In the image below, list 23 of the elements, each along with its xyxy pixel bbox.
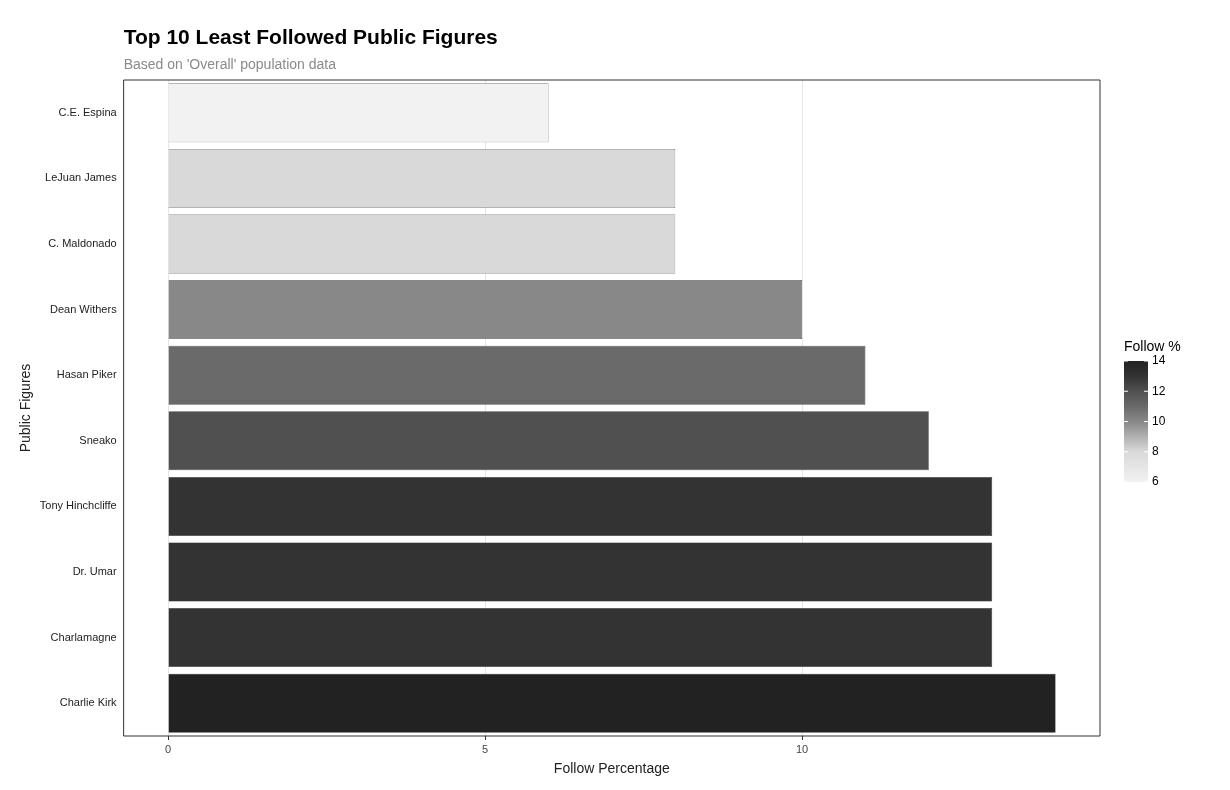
x-tick-label: 10 [795,742,809,755]
color-bar-label: 14 [1152,353,1166,368]
y-tick-label: Dean Withers [49,302,118,315]
y-tick-label: Sneako [79,433,117,446]
y-tick-label: Charlie Kirk [59,696,118,709]
y-tick-label: Hasan Piker [56,368,117,381]
y-tick-label: C.E. Espina [58,105,118,118]
color-bar-label: 6 [1152,474,1159,489]
x-tick-label: 5 [481,742,489,755]
color-bar-label: 12 [1152,383,1166,398]
color-bar-label: 8 [1152,444,1159,459]
y-tick-label: Dr. Umar [72,565,117,578]
x-axis-title: Follow Percentage [553,760,671,777]
y-tick-label: LeJuan James [45,171,118,184]
y-tick-label: Tony Hinchcliffe [39,499,117,512]
color-bar-title: Follow % [1124,338,1181,354]
y-tick-label: C. Maldonado [48,237,117,250]
x-tick-label: 0 [164,742,172,755]
chart-subtitle: Based on 'Overall' population data [123,56,337,72]
chart-title: Top 10 Least Followed Public Figures [123,25,498,48]
y-tick-label: Charlamagne [50,630,117,643]
color-bar-label: 10 [1152,413,1166,428]
y-axis-title: Public Figures [17,363,34,453]
